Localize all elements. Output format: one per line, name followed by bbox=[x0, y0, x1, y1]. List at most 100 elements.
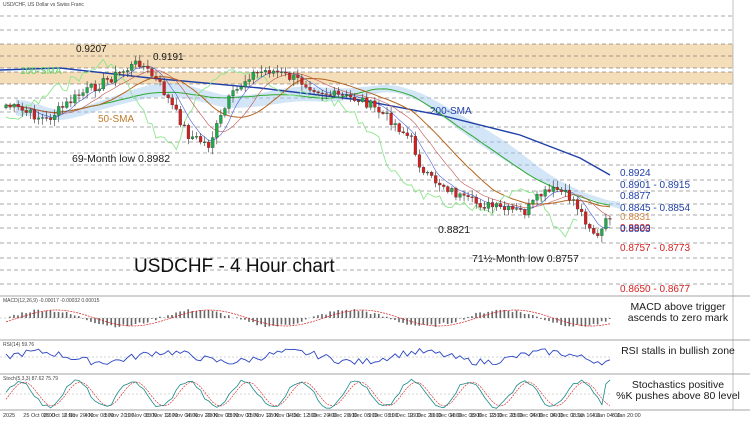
sma100-annotation: 100-SMA bbox=[20, 66, 62, 77]
macd-bar bbox=[175, 312, 177, 318]
macd-bar bbox=[511, 312, 514, 318]
macd-bar bbox=[82, 318, 84, 319]
sma200-annotation: 200-SMA bbox=[430, 106, 472, 117]
macd-bar bbox=[65, 312, 68, 318]
macd-bar bbox=[560, 318, 562, 326]
candle-body bbox=[251, 72, 255, 80]
macd-bar bbox=[592, 318, 595, 324]
x-tick-label: 6 Dec 08:00 bbox=[348, 413, 378, 419]
macd-bar bbox=[57, 311, 60, 318]
macd-bar bbox=[426, 318, 429, 326]
macd-bar bbox=[596, 318, 599, 325]
candle-body bbox=[567, 189, 572, 201]
candle-body bbox=[592, 228, 596, 234]
macd-bar bbox=[118, 318, 121, 327]
candle-body bbox=[531, 199, 535, 205]
x-tick-label: 18 Dec 08:00 bbox=[450, 413, 483, 419]
candle-body bbox=[494, 203, 499, 208]
macd-bar bbox=[386, 316, 388, 318]
candle-body bbox=[300, 77, 304, 85]
candle-body bbox=[413, 136, 417, 155]
macd-bar bbox=[576, 318, 579, 325]
x-tick-label: 23 Dec 20:00 bbox=[490, 413, 523, 419]
lagging-line bbox=[5, 58, 578, 238]
candle-body bbox=[36, 117, 41, 120]
candle-body bbox=[97, 88, 101, 91]
macd-bar bbox=[414, 318, 417, 326]
macd-bar bbox=[503, 310, 506, 318]
candle-body bbox=[596, 233, 600, 236]
macd-bar bbox=[199, 310, 202, 318]
x-tick-label: 5 Nov 20:00 bbox=[105, 413, 135, 419]
x-tick-label: 4 Dec 20:00 bbox=[328, 413, 358, 419]
candle-body bbox=[267, 70, 272, 74]
macd-bar bbox=[341, 310, 344, 318]
macd-bar bbox=[110, 318, 113, 326]
candle-body bbox=[223, 108, 227, 116]
macd-bar bbox=[219, 312, 222, 318]
macd-bar bbox=[171, 314, 173, 318]
macd-bar bbox=[523, 313, 526, 318]
macd-bar bbox=[227, 315, 230, 318]
candle-body bbox=[89, 83, 93, 88]
macd-bar bbox=[167, 315, 169, 318]
candle-body bbox=[93, 83, 97, 91]
macd-bar bbox=[187, 309, 190, 318]
candle-body bbox=[32, 109, 36, 120]
x-tick-label: 29 Dec 04:00 bbox=[531, 413, 564, 419]
macd-bar bbox=[471, 316, 473, 318]
indicator-lines bbox=[0, 58, 611, 238]
candle-body bbox=[450, 188, 454, 192]
x-tick-label: 9 Dec 08:00 bbox=[368, 413, 398, 419]
panel-comment-1-0: RSI stalls in bullish zone bbox=[621, 345, 735, 357]
candle-body bbox=[109, 79, 113, 83]
label-0-8845: 0.8845 - 0.8854 bbox=[620, 203, 690, 214]
macd-bar bbox=[434, 318, 437, 327]
macd-bar bbox=[98, 318, 100, 325]
macd-bar bbox=[37, 309, 40, 318]
macd-bar bbox=[49, 309, 52, 318]
x-tick-label: 16 Nov 04:00 bbox=[165, 413, 198, 419]
candle-body bbox=[292, 74, 296, 80]
macd-bar bbox=[402, 318, 404, 323]
macd-bar bbox=[600, 318, 603, 322]
macd-bar bbox=[29, 312, 31, 318]
macd-bar bbox=[284, 318, 287, 325]
panel-comment-2-1: %K pushes above 80 level bbox=[616, 390, 740, 402]
x-tick-label: 3 Dec 20:00 bbox=[308, 413, 338, 419]
candle-body bbox=[215, 123, 219, 138]
ichimoku-cloud bbox=[15, 83, 621, 209]
candle-body bbox=[503, 206, 507, 211]
candle-body bbox=[227, 95, 231, 109]
macd-bar bbox=[61, 312, 64, 318]
candle-body bbox=[20, 106, 24, 111]
candle-body bbox=[539, 194, 543, 197]
macd-bar bbox=[552, 318, 554, 323]
x-tick-label: 2025 bbox=[3, 413, 15, 419]
x-tick-label: 25 Oct 08:00 bbox=[23, 413, 55, 419]
candle-body bbox=[174, 104, 178, 110]
candle-body bbox=[340, 94, 345, 96]
macd-bar bbox=[223, 315, 226, 318]
x-tick-label: 11 Nov 08:00 bbox=[125, 413, 157, 419]
candle-body bbox=[150, 68, 154, 77]
macd-bar bbox=[183, 311, 185, 318]
candle-body bbox=[255, 72, 259, 74]
macd-bar bbox=[106, 318, 108, 326]
macd-bar bbox=[203, 310, 206, 318]
macd-bar bbox=[146, 318, 149, 323]
macd-bar bbox=[21, 312, 23, 318]
macd-bar bbox=[86, 318, 88, 321]
macd-bar bbox=[483, 313, 485, 318]
candle-body bbox=[559, 189, 563, 192]
macd-bar bbox=[345, 309, 348, 318]
macd-bar bbox=[256, 318, 258, 326]
macd-bar bbox=[150, 318, 153, 319]
chart-annotations: 100-SMA 50-SMA 200-SMA 69-Month low 0.89… bbox=[20, 66, 579, 265]
candle-body bbox=[588, 224, 592, 229]
macd-bar bbox=[430, 318, 433, 325]
candle-body bbox=[389, 112, 393, 126]
macd-bar bbox=[410, 318, 412, 325]
macd-bar bbox=[337, 309, 339, 318]
candle-body bbox=[280, 71, 284, 73]
